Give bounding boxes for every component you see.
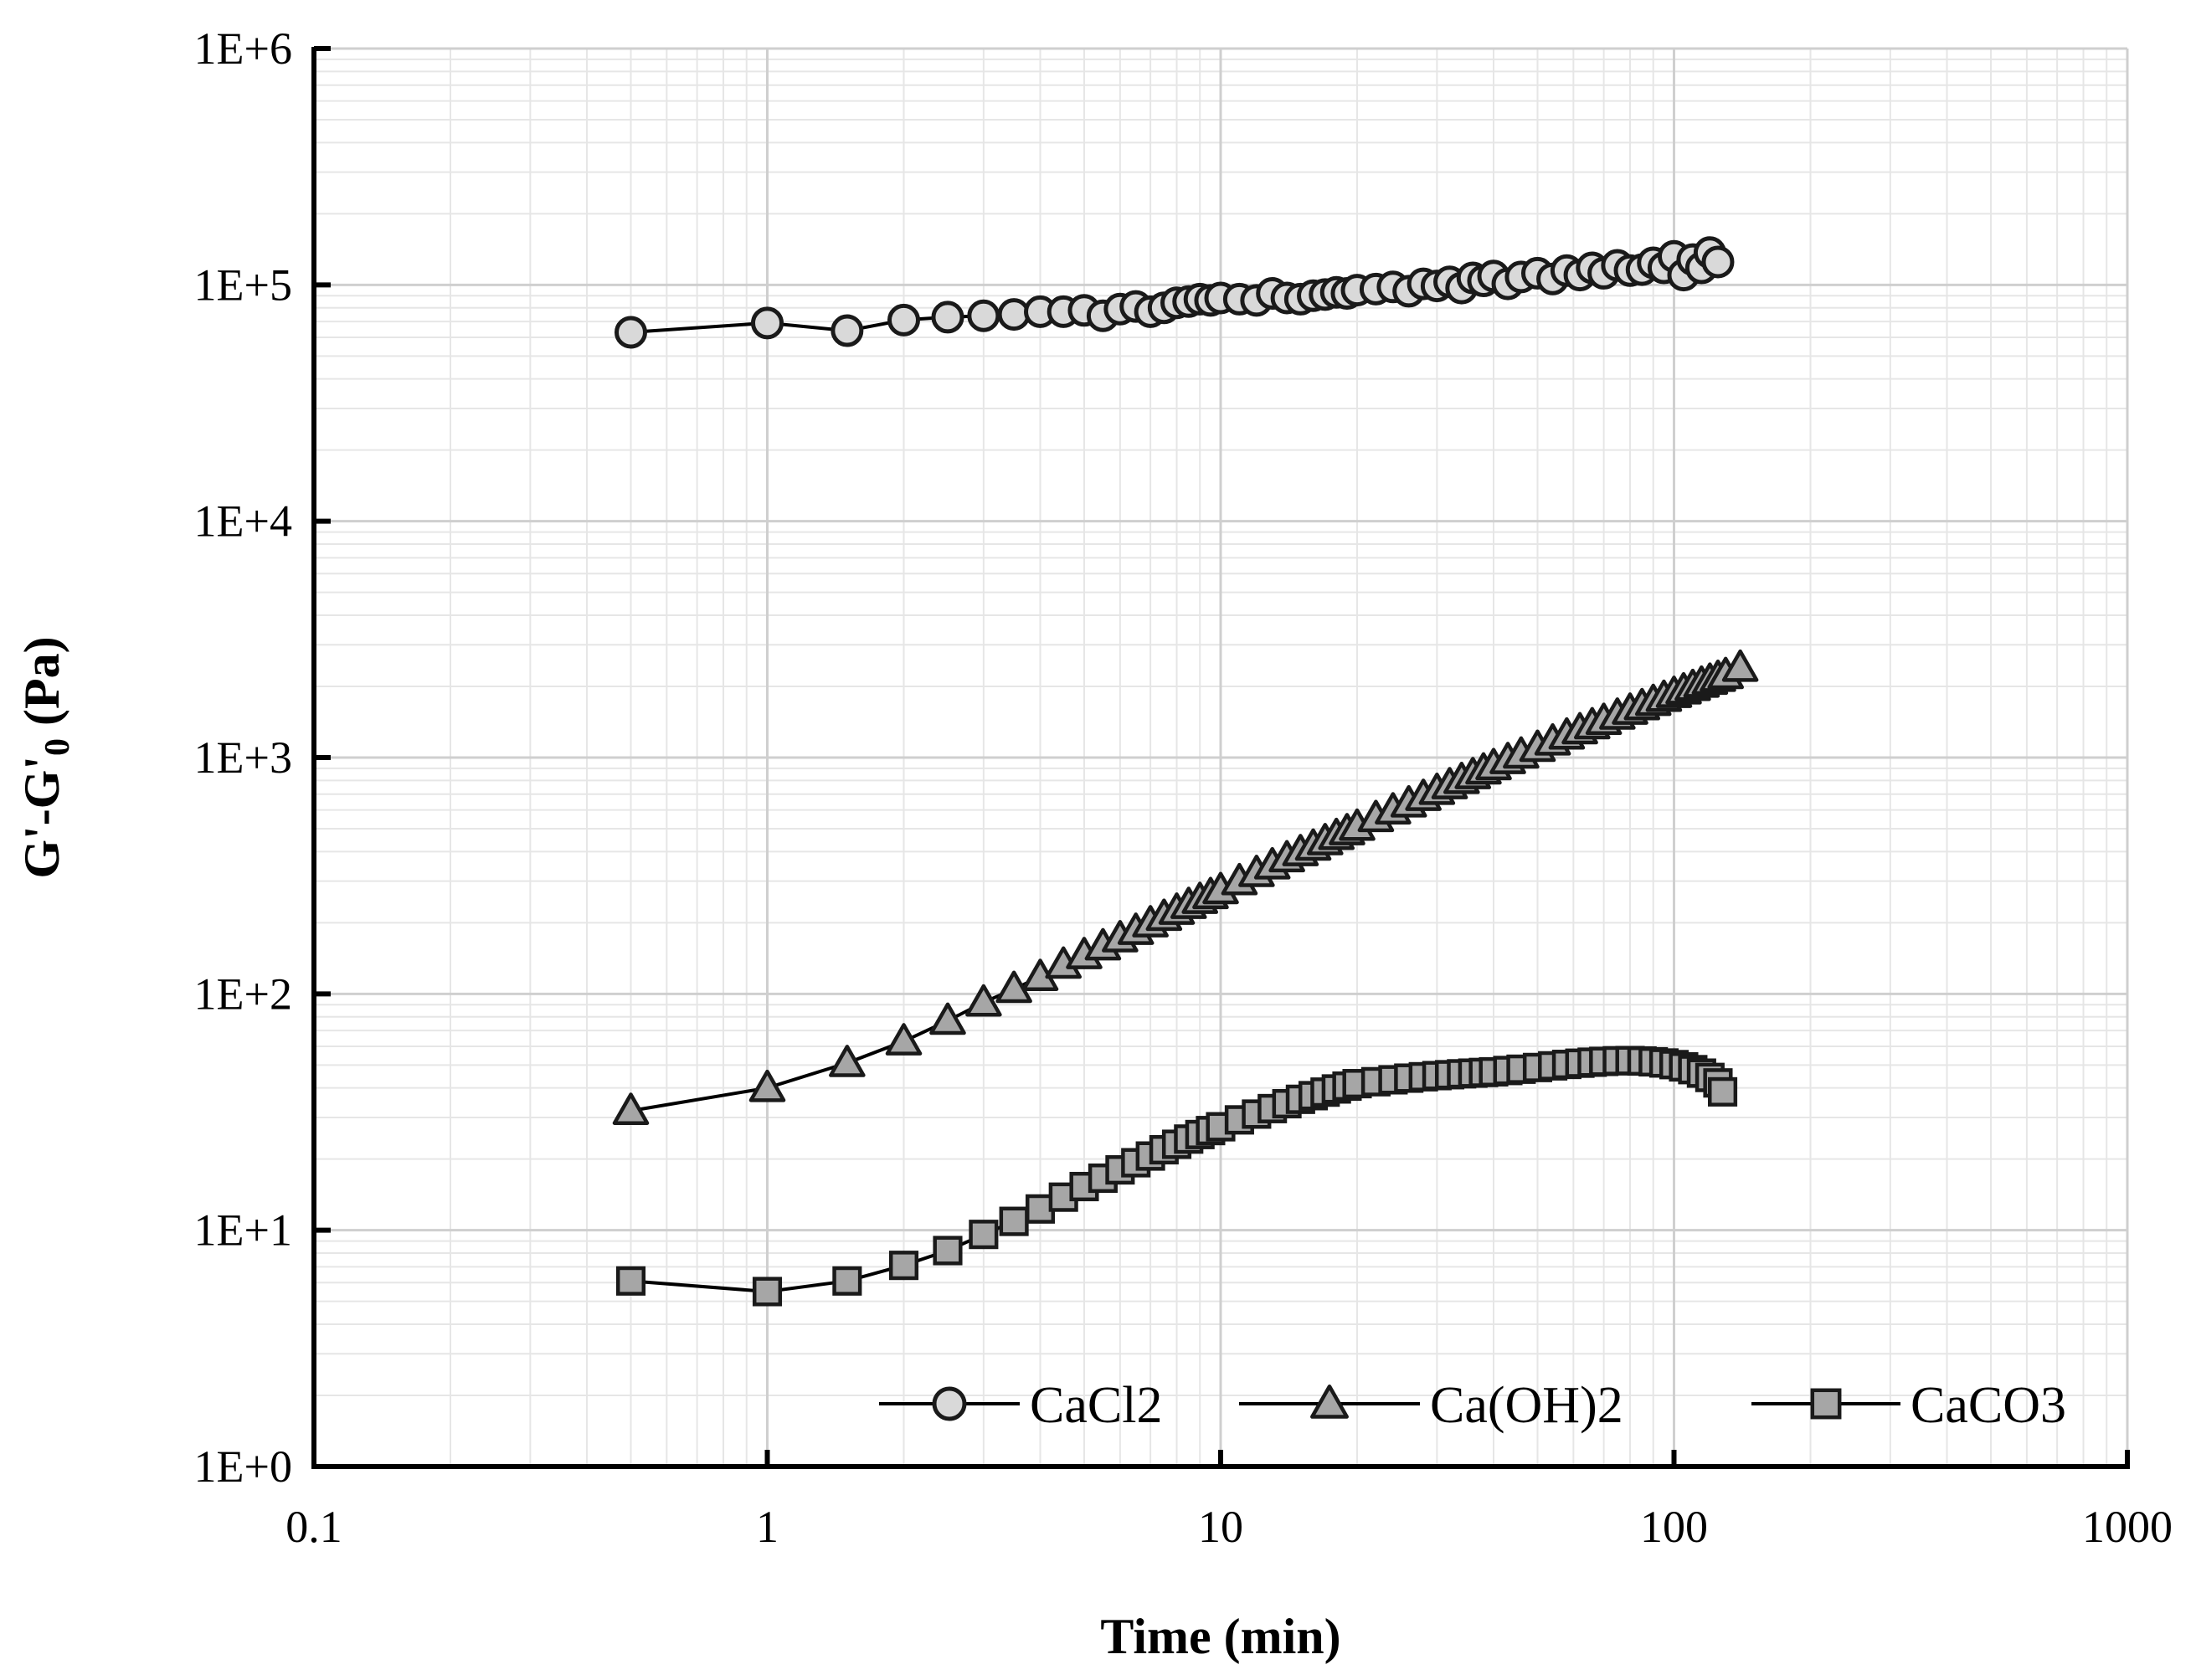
legend-marker-square bbox=[1810, 1388, 1842, 1420]
legend-label: CaCl2 bbox=[1030, 1377, 1162, 1434]
legend-marker-triangle bbox=[1310, 1385, 1349, 1419]
data-point-cacl2 bbox=[1701, 245, 1735, 279]
data-point-caco3 bbox=[999, 1206, 1029, 1236]
data-point-caco3 bbox=[832, 1266, 862, 1296]
legend-label: CaCO3 bbox=[1911, 1377, 2066, 1434]
y-tick-label: 1E+5 bbox=[194, 259, 292, 310]
data-point-ca-oh-2 bbox=[748, 1069, 786, 1102]
y-tick-label: 1E+3 bbox=[194, 732, 292, 783]
data-point-cacl2 bbox=[967, 299, 1000, 332]
x-axis-title: Time (min) bbox=[1100, 1609, 1340, 1664]
data-point-ca-oh-2 bbox=[612, 1092, 650, 1125]
y-tick-label: 1E+6 bbox=[194, 23, 292, 74]
legend-marker-circle bbox=[932, 1386, 967, 1421]
y-tick-label: 1E+1 bbox=[194, 1205, 292, 1256]
y-tick-label: 1E+4 bbox=[194, 496, 292, 547]
data-point-ca-oh-2 bbox=[995, 970, 1032, 1004]
y-axis-title-main: G'-G' bbox=[14, 756, 69, 879]
data-point-cacl2 bbox=[997, 298, 1031, 331]
data-point-cacl2 bbox=[751, 306, 784, 340]
data-point-caco3 bbox=[969, 1220, 999, 1250]
data-point-caco3 bbox=[1708, 1076, 1738, 1107]
data-point-caco3 bbox=[615, 1266, 646, 1296]
data-point-ca-oh-2 bbox=[829, 1045, 866, 1077]
data-point-caco3 bbox=[933, 1236, 963, 1266]
y-axis-title: G'-G'0 (Pa) bbox=[14, 636, 77, 878]
legend-entry-cacl2: CaCl2 bbox=[879, 1377, 1162, 1434]
x-tick-label: 100 bbox=[1640, 1502, 1708, 1552]
data-point-cacl2 bbox=[887, 303, 921, 337]
data-point-ca-oh-2 bbox=[929, 1002, 966, 1035]
series-caco3 bbox=[615, 1046, 1738, 1307]
legend-entry-ca-oh-2: Ca(OH)2 bbox=[1239, 1377, 1623, 1434]
data-point-ca-oh-2 bbox=[1721, 649, 1759, 682]
series-ca-oh-2 bbox=[612, 649, 1759, 1125]
data-point-cacl2 bbox=[931, 301, 964, 334]
data-point-cacl2 bbox=[614, 316, 647, 349]
series-layer bbox=[612, 236, 1759, 1307]
data-point-ca-oh-2 bbox=[965, 984, 1002, 1017]
data-point-cacl2 bbox=[831, 314, 864, 347]
y-axis-tick-labels: 1E+0 1E+1 1E+2 1E+3 1E+4 1E+5 1E+6 bbox=[194, 23, 292, 1492]
legend-label: Ca(OH)2 bbox=[1430, 1377, 1623, 1434]
data-point-caco3 bbox=[752, 1277, 783, 1307]
x-tick-label: 1000 bbox=[2082, 1502, 2173, 1552]
series-cacl2 bbox=[614, 236, 1735, 349]
data-point-caco3 bbox=[888, 1251, 919, 1281]
axes bbox=[311, 46, 2130, 1469]
x-tick-label: 1 bbox=[756, 1502, 779, 1552]
x-tick-label: 0.1 bbox=[285, 1502, 342, 1552]
y-axis-title-unit: (Pa) bbox=[14, 636, 69, 738]
legend: CaCl2 Ca(OH)2 CaCO3 bbox=[879, 1377, 2066, 1434]
y-tick-label: 1E+2 bbox=[194, 968, 292, 1019]
x-axis-tick-labels: 0.1 1 10 100 1000 bbox=[285, 1502, 2173, 1552]
x-tick-label: 10 bbox=[1198, 1502, 1243, 1552]
data-point-ca-oh-2 bbox=[885, 1023, 923, 1056]
legend-entry-caco3: CaCO3 bbox=[1751, 1377, 2066, 1434]
y-axis-title-subscript: 0 bbox=[39, 738, 77, 756]
y-tick-label: 1E+0 bbox=[194, 1441, 292, 1492]
